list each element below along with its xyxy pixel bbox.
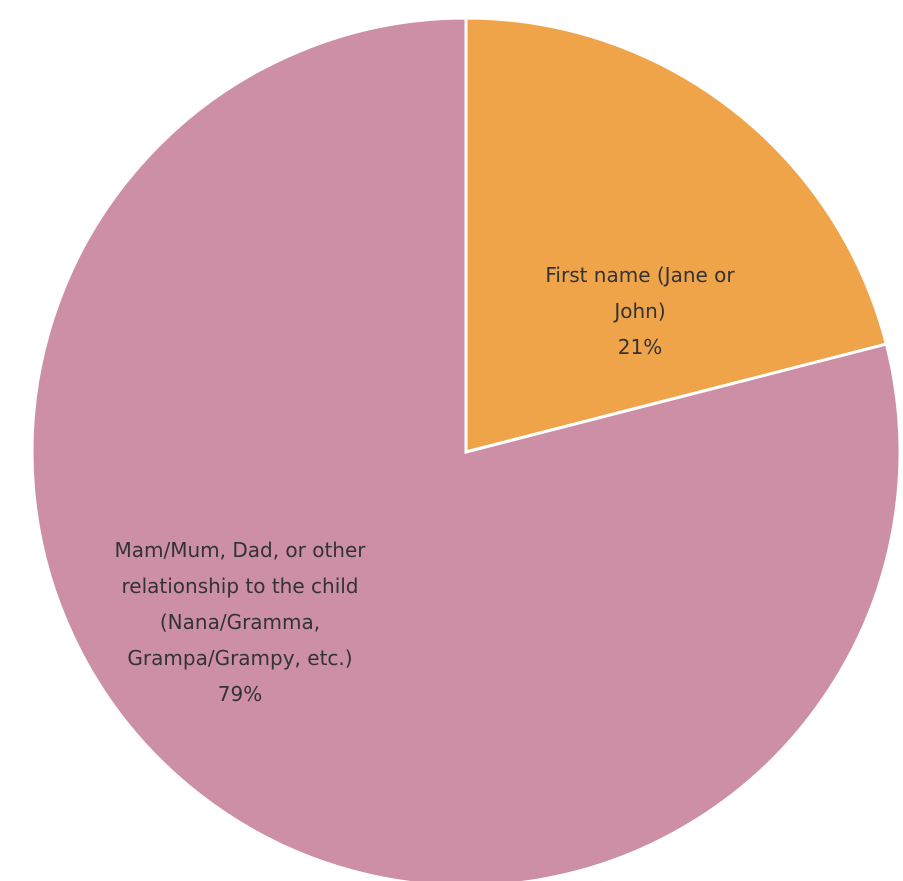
value-label: 21% [617, 335, 663, 359]
slice-label: Mam/Mum, Dad, or other relationship to t… [90, 532, 390, 712]
pie-slice [30, 16, 902, 881]
value-label: 79% [217, 682, 263, 706]
slice-label: First name (Jane or John) 21% [520, 257, 760, 365]
pie-slice [464, 16, 889, 454]
category-label: First name (Jane or John) [545, 263, 735, 323]
category-label: Mam/Mum, Dad, or other relationship to t… [114, 538, 366, 670]
